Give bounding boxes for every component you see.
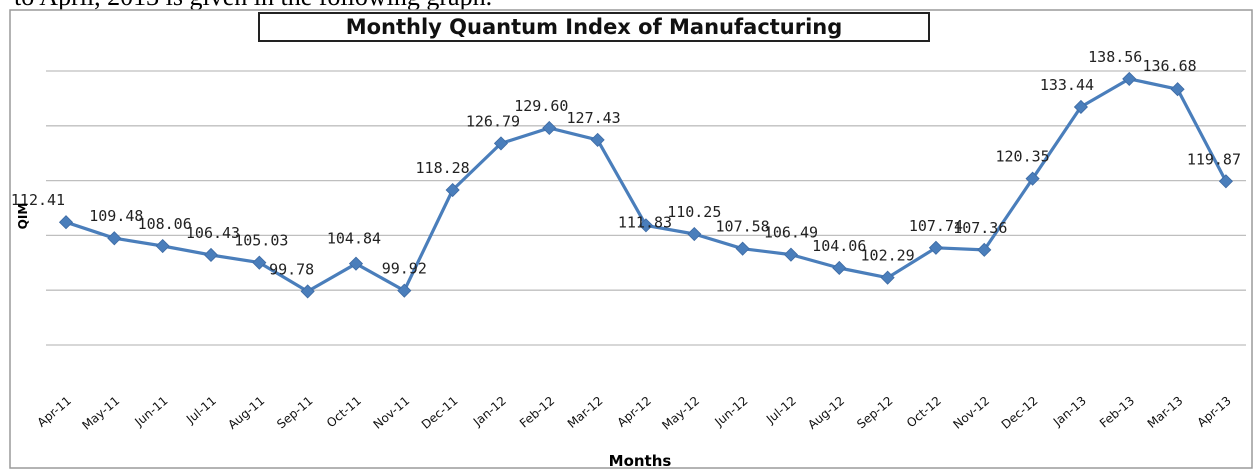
x-tick-label: Mar-12	[565, 394, 606, 431]
data-value-label: 111.83	[618, 213, 672, 231]
data-value-label: 99.78	[269, 260, 314, 278]
x-tick-label: Apr-12	[615, 394, 654, 430]
data-point-marker	[1170, 82, 1185, 97]
data-point-marker	[445, 182, 460, 198]
data-point-marker	[832, 260, 847, 276]
x-tick-label: Jun-12	[711, 394, 750, 430]
data-point-marker	[1218, 174, 1233, 189]
x-tick-label: May-11	[79, 394, 122, 433]
data-point-marker	[493, 136, 509, 151]
data-point-marker	[783, 247, 799, 262]
x-tick-label: Sep-12	[854, 394, 895, 432]
x-tick-label: Apr-13	[1195, 394, 1234, 430]
x-tick-label: Nov-12	[950, 394, 992, 432]
x-tick-label: Jan-12	[470, 394, 509, 430]
data-point-marker	[300, 284, 315, 299]
data-value-label: 107.58	[716, 218, 770, 236]
data-value-label: 106.49	[764, 224, 818, 242]
data-value-label: 109.48	[89, 207, 143, 225]
data-value-label: 112.41	[11, 191, 65, 209]
caption-text: to April, 2013 is given in the following…	[14, 0, 492, 12]
data-point-marker	[155, 238, 170, 254]
data-point-marker	[928, 240, 944, 255]
data-value-label: 138.56	[1088, 48, 1142, 66]
data-value-label: 118.28	[416, 159, 470, 177]
x-tick-label: Jul-12	[763, 394, 799, 427]
data-point-marker	[252, 255, 267, 270]
data-value-label: 102.29	[861, 247, 915, 265]
x-tick-label: Dec-11	[419, 394, 461, 432]
x-axis-label: Months	[608, 452, 672, 470]
x-tick-label: Jul-11	[183, 394, 219, 427]
data-value-label: 104.84	[327, 230, 381, 248]
data-point-marker	[1122, 71, 1137, 86]
data-point-marker	[735, 241, 750, 256]
data-value-label: 104.06	[812, 237, 866, 255]
x-tick-label: Oct-12	[904, 394, 944, 431]
x-tick-label: Apr-11	[35, 394, 74, 430]
data-value-label: 106.43	[186, 224, 240, 242]
data-value-label: 107.36	[953, 219, 1007, 237]
x-tick-label: Nov-11	[371, 394, 413, 432]
data-value-label: 110.25	[667, 203, 721, 221]
data-point-marker	[107, 231, 122, 246]
data-point-marker	[1025, 171, 1040, 186]
data-point-marker	[348, 256, 364, 271]
data-value-label: 120.35	[996, 148, 1050, 166]
data-value-label: 108.06	[138, 215, 192, 233]
x-tick-label: Feb-13	[1097, 394, 1137, 431]
data-value-label: 136.68	[1142, 57, 1196, 75]
data-point-marker	[590, 132, 605, 147]
data-value-label: 107.74	[909, 217, 963, 235]
data-point-marker	[880, 270, 895, 285]
data-point-marker	[1073, 99, 1088, 115]
x-tick-label: Feb-12	[517, 394, 557, 431]
data-value-label: 133.44	[1040, 76, 1094, 94]
data-value-label: 105.03	[234, 232, 288, 250]
x-tick-label: Sep-11	[274, 394, 315, 432]
chart-frame	[9, 9, 1253, 469]
data-point-marker	[687, 226, 702, 242]
data-value-label: 127.43	[567, 109, 621, 127]
data-point-marker	[203, 247, 219, 263]
x-tick-label: Oct-11	[324, 394, 364, 431]
y-axis-label: QIM	[16, 202, 30, 230]
x-tick-label: Aug-12	[805, 394, 847, 432]
data-value-label: 126.79	[466, 112, 520, 130]
data-point-marker	[58, 215, 74, 230]
data-value-label: 129.60	[514, 97, 568, 115]
data-point-marker	[977, 242, 992, 257]
chart-title: Monthly Quantum Index of Manufacturing	[258, 12, 930, 42]
data-point-marker	[397, 283, 412, 298]
data-value-label: 99.92	[382, 260, 427, 278]
series-line	[65, 77, 1228, 293]
data-point-marker	[542, 120, 557, 136]
x-tick-label: Mar-13	[1145, 394, 1186, 431]
x-tick-label: Dec-12	[999, 394, 1041, 432]
data-point-marker	[638, 218, 654, 233]
data-value-label: 119.87	[1187, 150, 1241, 168]
x-tick-label: Jun-11	[131, 394, 170, 430]
x-tick-label: May-12	[659, 394, 702, 433]
x-tick-label: Aug-11	[225, 394, 267, 432]
x-tick-label: Jan-13	[1050, 394, 1089, 430]
